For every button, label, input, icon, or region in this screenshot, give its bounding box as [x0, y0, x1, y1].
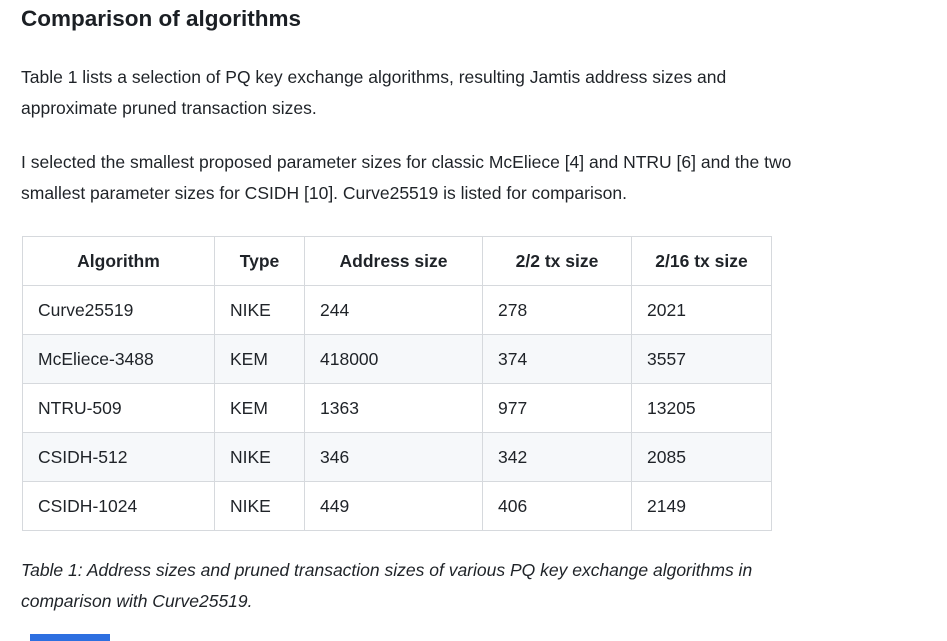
column-header-address-size: Address size — [304, 236, 483, 286]
table-cell: 13205 — [631, 383, 772, 433]
table-cell: Curve25519 — [22, 285, 215, 335]
table-cell: 977 — [482, 383, 632, 433]
table-cell: 374 — [482, 334, 632, 384]
table-row: CSIDH-1024 NIKE 449 406 2149 — [22, 481, 772, 531]
table-cell: McEliece-3488 — [22, 334, 215, 384]
table-cell: 346 — [304, 432, 483, 482]
column-header-type: Type — [214, 236, 305, 286]
table-cell: NIKE — [214, 285, 305, 335]
intro-paragraph: Table 1 lists a selection of PQ key exch… — [21, 67, 727, 118]
table-cell: NIKE — [214, 432, 305, 482]
article-content: Comparison of algorithms Table 1 lists a… — [21, 6, 792, 611]
table-row: McEliece-3488 KEM 418000 374 3557 — [22, 334, 772, 384]
column-header-2-2-tx-size: 2/2 tx size — [482, 236, 632, 286]
column-header-algorithm: Algorithm — [22, 236, 215, 286]
table-cell: 2085 — [631, 432, 772, 482]
partially-visible-blue-element[interactable] — [30, 634, 110, 641]
table-cell: NTRU-509 — [22, 383, 215, 433]
table-row: Curve25519 NIKE 244 278 2021 — [22, 285, 772, 335]
table-cell: KEM — [214, 334, 305, 384]
table-cell: KEM — [214, 383, 305, 433]
table-cell: 1363 — [304, 383, 483, 433]
table-header-row: Algorithm Type Address size 2/2 tx size … — [22, 236, 772, 286]
table-row: CSIDH-512 NIKE 346 342 2085 — [22, 432, 772, 482]
table-cell: CSIDH-512 — [22, 432, 215, 482]
algorithms-table: Algorithm Type Address size 2/2 tx size … — [22, 236, 772, 531]
table-cell: 244 — [304, 285, 483, 335]
table-cell: 449 — [304, 481, 483, 531]
table-cell: 418000 — [304, 334, 483, 384]
table-cell: 2021 — [631, 285, 772, 335]
table-cell: 406 — [482, 481, 632, 531]
table-caption: Table 1: Address sizes and pruned transa… — [21, 560, 753, 611]
table-row: NTRU-509 KEM 1363 977 13205 — [22, 383, 772, 433]
table-cell: 3557 — [631, 334, 772, 384]
column-header-2-16-tx-size: 2/16 tx size — [631, 236, 772, 286]
page-title: Comparison of algorithms — [21, 6, 302, 31]
table-cell: 2149 — [631, 481, 772, 531]
table-cell: 342 — [482, 432, 632, 482]
table-cell: 278 — [482, 285, 632, 335]
table-cell: CSIDH-1024 — [22, 481, 215, 531]
selection-paragraph: I selected the smallest proposed paramet… — [21, 152, 792, 203]
table-cell: NIKE — [214, 481, 305, 531]
